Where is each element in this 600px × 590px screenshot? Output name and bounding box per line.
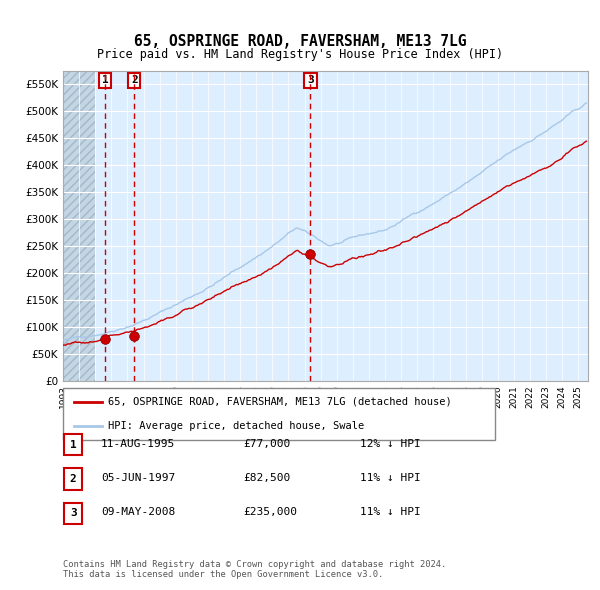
Text: 05-JUN-1997: 05-JUN-1997 bbox=[101, 473, 175, 483]
Text: £82,500: £82,500 bbox=[243, 473, 290, 483]
Text: 3: 3 bbox=[307, 76, 314, 86]
Text: 11-AUG-1995: 11-AUG-1995 bbox=[101, 439, 175, 448]
Text: 3: 3 bbox=[70, 509, 77, 518]
Bar bbox=[63, 71, 95, 381]
Text: 11% ↓ HPI: 11% ↓ HPI bbox=[360, 473, 421, 483]
Text: 09-MAY-2008: 09-MAY-2008 bbox=[101, 507, 175, 517]
Text: 65, OSPRINGE ROAD, FAVERSHAM, ME13 7LG: 65, OSPRINGE ROAD, FAVERSHAM, ME13 7LG bbox=[134, 34, 466, 49]
Text: 1: 1 bbox=[101, 76, 109, 86]
Text: Price paid vs. HM Land Registry's House Price Index (HPI): Price paid vs. HM Land Registry's House … bbox=[97, 48, 503, 61]
Text: Contains HM Land Registry data © Crown copyright and database right 2024.
This d: Contains HM Land Registry data © Crown c… bbox=[63, 560, 446, 579]
FancyBboxPatch shape bbox=[64, 503, 82, 524]
FancyBboxPatch shape bbox=[63, 388, 495, 440]
Text: 12% ↓ HPI: 12% ↓ HPI bbox=[360, 439, 421, 448]
FancyBboxPatch shape bbox=[64, 468, 82, 490]
FancyBboxPatch shape bbox=[64, 434, 82, 455]
Text: 11% ↓ HPI: 11% ↓ HPI bbox=[360, 507, 421, 517]
Text: 1: 1 bbox=[70, 440, 77, 450]
Text: 2: 2 bbox=[70, 474, 77, 484]
Text: 2: 2 bbox=[131, 76, 138, 86]
Text: £235,000: £235,000 bbox=[243, 507, 297, 517]
Text: £77,000: £77,000 bbox=[243, 439, 290, 448]
Text: HPI: Average price, detached house, Swale: HPI: Average price, detached house, Swal… bbox=[109, 421, 365, 431]
Text: 65, OSPRINGE ROAD, FAVERSHAM, ME13 7LG (detached house): 65, OSPRINGE ROAD, FAVERSHAM, ME13 7LG (… bbox=[109, 396, 452, 407]
